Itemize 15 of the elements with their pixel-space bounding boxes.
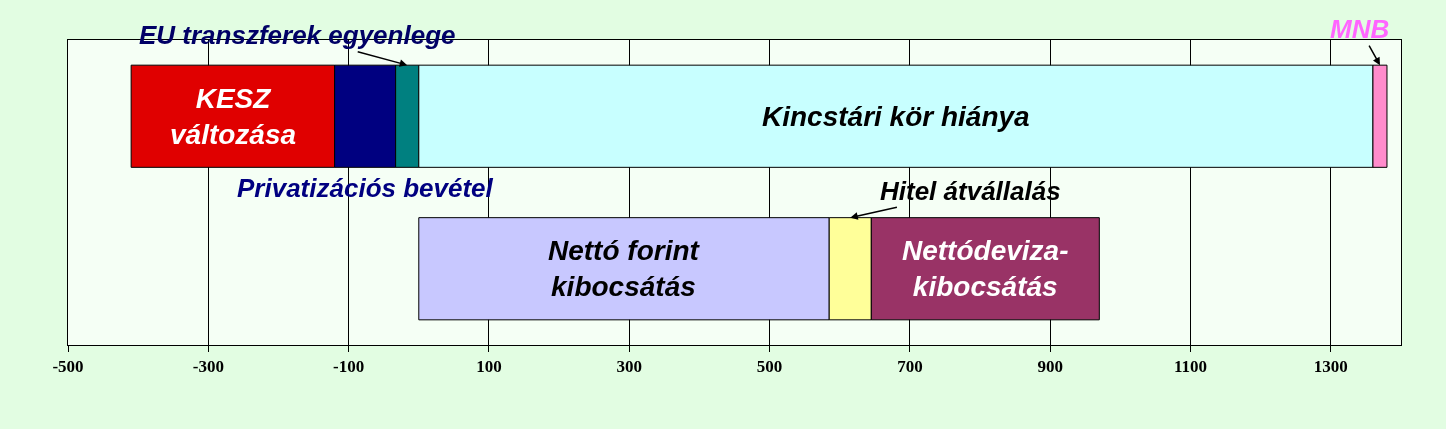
series-label: Kincstári kör hiánya	[762, 101, 1030, 132]
x-tick-label: 500	[756, 357, 783, 377]
x-tick-label: -300	[192, 357, 224, 377]
x-tick-label: -100	[333, 357, 365, 377]
series-label: MNB	[1330, 14, 1390, 44]
x-tick-label: 900	[1037, 357, 1063, 377]
x-tick-label: 300	[616, 357, 643, 377]
series-label: Nettódeviza-kibocsátás	[902, 235, 1069, 303]
series-label: KESZ változása	[170, 83, 297, 151]
x-tick-label: 1100	[1174, 357, 1208, 377]
x-tick-label: -500	[52, 357, 84, 377]
series-label: Nettó forint kibocsátás	[548, 235, 701, 303]
x-tick-label: 100	[476, 357, 502, 377]
x-tick-label: 700	[897, 357, 923, 377]
x-tick-label: 1300	[1313, 357, 1348, 377]
